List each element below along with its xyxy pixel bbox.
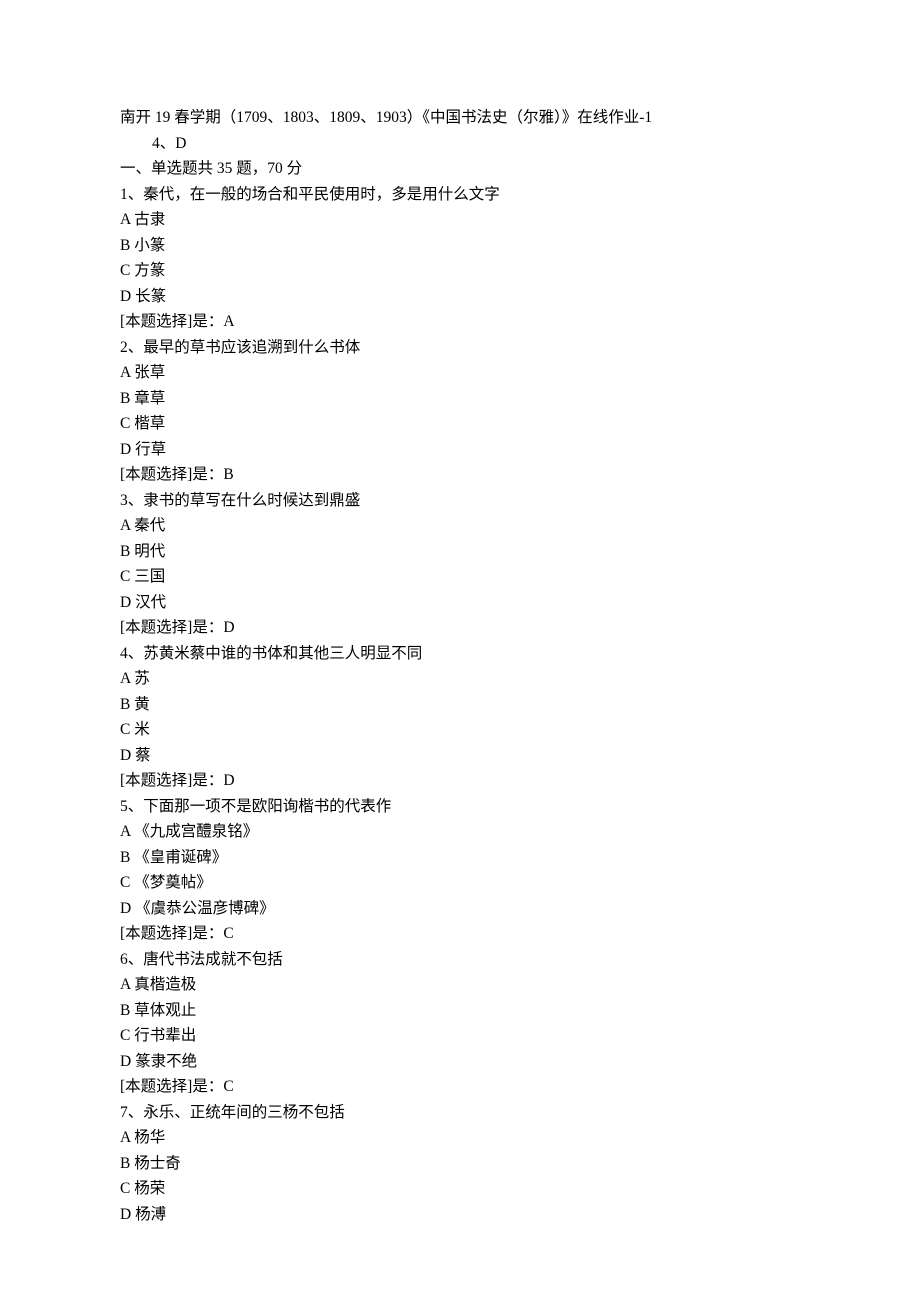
question-text: 3、隶书的草写在什么时候达到鼎盛 (120, 488, 800, 514)
question-option: C 杨荣 (120, 1176, 800, 1202)
question-option: B 明代 (120, 539, 800, 565)
question-option: B 草体观止 (120, 998, 800, 1024)
question-option: D 篆隶不绝 (120, 1049, 800, 1075)
question-text: 6、唐代书法成就不包括 (120, 947, 800, 973)
question-option: A 苏 (120, 666, 800, 692)
question-option: B 小篆 (120, 233, 800, 259)
question-answer: [本题选择]是：A (120, 309, 800, 335)
question-text: 5、下面那一项不是欧阳询楷书的代表作 (120, 794, 800, 820)
question-option: A 秦代 (120, 513, 800, 539)
question-option: C 楷草 (120, 411, 800, 437)
question-option: C 《梦奠帖》 (120, 870, 800, 896)
question-option: C 方篆 (120, 258, 800, 284)
question-answer: [本题选择]是：C (120, 1074, 800, 1100)
question-answer: [本题选择]是：C (120, 921, 800, 947)
question-option: B 章草 (120, 386, 800, 412)
header-title: 南开 19 春学期（1709、1803、1809、1903）《中国书法史（尔雅）… (120, 105, 800, 131)
question-option: D 《虞恭公温彦博碑》 (120, 896, 800, 922)
question-option: D 蔡 (120, 743, 800, 769)
question-option: A 古隶 (120, 207, 800, 233)
question-option: B 杨士奇 (120, 1151, 800, 1177)
question-option: C 米 (120, 717, 800, 743)
header-sub: 4、D (120, 131, 800, 157)
question-text: 1、秦代，在一般的场合和平民使用时，多是用什么文字 (120, 182, 800, 208)
question-answer: [本题选择]是：B (120, 462, 800, 488)
question-option: A 杨华 (120, 1125, 800, 1151)
question-option: D 汉代 (120, 590, 800, 616)
question-option: D 杨溥 (120, 1202, 800, 1228)
question-option: B 《皇甫诞碑》 (120, 845, 800, 871)
question-answer: [本题选择]是：D (120, 615, 800, 641)
question-text: 7、永乐、正统年间的三杨不包括 (120, 1100, 800, 1126)
question-option: C 行书辈出 (120, 1023, 800, 1049)
question-option: A 真楷造极 (120, 972, 800, 998)
question-option: D 长篆 (120, 284, 800, 310)
question-option: C 三国 (120, 564, 800, 590)
question-answer: [本题选择]是：D (120, 768, 800, 794)
question-option: B 黄 (120, 692, 800, 718)
question-text: 2、最早的草书应该追溯到什么书体 (120, 335, 800, 361)
question-option: D 行草 (120, 437, 800, 463)
section-heading: 一、单选题共 35 题，70 分 (120, 156, 800, 182)
question-text: 4、苏黄米蔡中谁的书体和其他三人明显不同 (120, 641, 800, 667)
question-option: A 张草 (120, 360, 800, 386)
question-option: A 《九成宫醴泉铭》 (120, 819, 800, 845)
